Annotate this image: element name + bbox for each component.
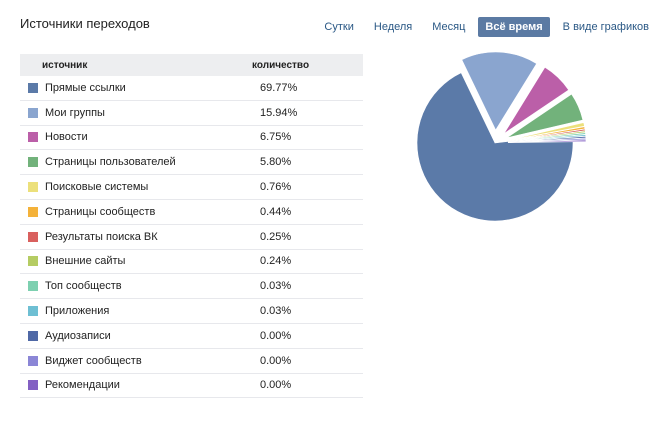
- tab-week[interactable]: Неделя: [373, 21, 413, 33]
- sources-table: источник количество Прямые ссылки 69.77% М…: [20, 54, 363, 399]
- column-header-source: источник: [42, 59, 88, 71]
- table-row: Топ сообществ 0.03%: [20, 274, 363, 300]
- tab-as-graphs[interactable]: В виде графиков: [562, 21, 649, 33]
- source-value: 5.80%: [260, 156, 292, 169]
- legend-swatch: [28, 231, 38, 242]
- table-row: Новости 6.75%: [20, 126, 363, 151]
- table-row: Виджет сообществ 0.00%: [20, 349, 363, 374]
- legend-swatch: [28, 182, 38, 193]
- pie-slice[interactable]: [461, 51, 538, 131]
- source-name: Поисковые системы: [45, 181, 149, 194]
- source-value: 0.44%: [260, 205, 292, 218]
- table-row: Рекомендации 0.00%: [20, 374, 363, 399]
- source-name: Результаты поиска ВК: [45, 230, 158, 243]
- table-row: Прямые ссылки 69.77%: [20, 76, 363, 101]
- legend-swatch: [28, 132, 38, 143]
- page-title: Источники переходов: [20, 16, 150, 31]
- source-name: Страницы сообществ: [45, 205, 156, 218]
- source-name: Мои группы: [45, 106, 105, 119]
- table-row: Страницы сообществ 0.44%: [20, 200, 363, 225]
- table-header: источник количество: [20, 54, 363, 76]
- source-name: Аудиозаписи: [45, 329, 111, 342]
- legend-swatch: [28, 82, 38, 93]
- table-row: Аудиозаписи 0.00%: [20, 324, 363, 349]
- source-value: 15.94%: [260, 106, 298, 119]
- pie-slice[interactable]: [507, 122, 585, 141]
- period-tabs: Сутки Неделя Месяц Всё время В виде граф…: [311, 17, 656, 37]
- tab-all-time[interactable]: Всё время: [478, 17, 550, 37]
- source-value: 0.25%: [260, 230, 292, 243]
- source-name: Новости: [45, 131, 88, 144]
- legend-swatch: [28, 206, 38, 217]
- source-name: Рекомендации: [45, 379, 120, 392]
- table-row: Страницы пользователей 5.80%: [20, 150, 363, 176]
- source-value: 0.03%: [260, 280, 292, 293]
- legend-swatch: [28, 256, 38, 267]
- tab-day[interactable]: Сутки: [324, 21, 354, 33]
- source-value: 0.24%: [260, 255, 292, 268]
- source-name: Приложения: [45, 305, 110, 318]
- table-row: Результаты поиска ВК 0.25%: [20, 225, 363, 250]
- tab-month[interactable]: Месяц: [432, 21, 466, 33]
- source-value: 0.00%: [260, 379, 292, 392]
- pie-slice[interactable]: [507, 126, 586, 142]
- pie-chart: [416, 51, 587, 222]
- legend-swatch: [28, 380, 38, 391]
- legend-swatch: [28, 107, 38, 118]
- source-name: Прямые ссылки: [45, 81, 126, 94]
- table-row: Приложения 0.03%: [20, 299, 363, 324]
- legend-swatch: [28, 157, 38, 168]
- source-value: 0.76%: [260, 181, 292, 194]
- legend-swatch: [28, 355, 38, 366]
- pie-slice[interactable]: [416, 72, 574, 222]
- source-value: 0.00%: [260, 354, 292, 367]
- pie-slice[interactable]: [506, 93, 584, 139]
- table-row: Мои группы 15.94%: [20, 101, 363, 126]
- table-row: Внешние сайты 0.24%: [20, 250, 363, 275]
- pie-slice[interactable]: [507, 139, 587, 143]
- legend-swatch: [28, 306, 38, 317]
- table-row: Поисковые системы 0.76%: [20, 175, 363, 200]
- pie-slice[interactable]: [503, 66, 570, 134]
- source-value: 0.03%: [260, 305, 292, 318]
- source-name: Виджет сообществ: [45, 354, 142, 367]
- table-body: Прямые ссылки 69.77% Мои группы 15.94% Новос…: [20, 76, 363, 399]
- column-header-count: количество: [252, 59, 310, 71]
- legend-swatch: [28, 281, 38, 292]
- source-name: Внешние сайты: [45, 255, 126, 268]
- source-value: 0.00%: [260, 329, 292, 342]
- legend-swatch: [28, 330, 38, 341]
- source-name: Топ сообществ: [45, 280, 122, 293]
- source-value: 6.75%: [260, 131, 292, 144]
- source-value: 69.77%: [260, 81, 298, 94]
- source-name: Страницы пользователей: [45, 156, 176, 169]
